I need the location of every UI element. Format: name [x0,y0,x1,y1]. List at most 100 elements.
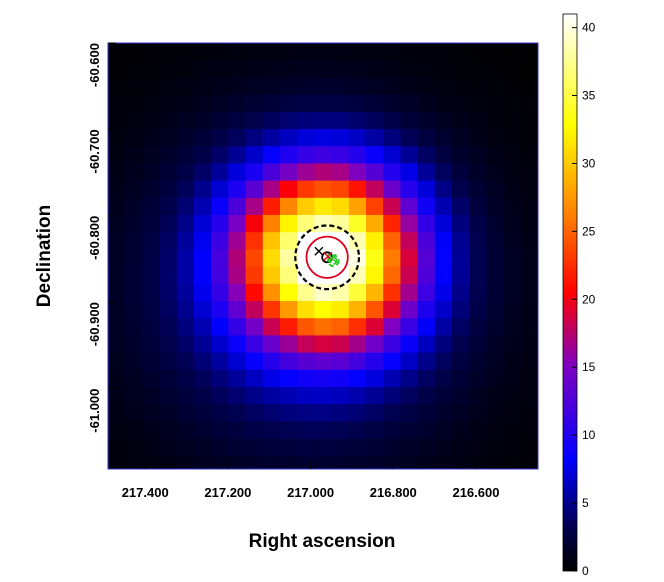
heatmap-cell [176,404,195,422]
heatmap-cell [366,43,384,61]
heatmap-cell [108,77,126,95]
heatmap-cell [108,215,126,233]
heatmap-cell [486,283,504,302]
heatmap-cell [228,111,246,130]
heatmap-cell [108,438,126,457]
heatmap-cell [503,129,522,147]
heatmap-cell [400,266,418,285]
heatmap-cell [520,249,538,267]
heatmap-cell [228,438,246,457]
heatmap-cell [262,352,281,371]
heatmap-cell [159,335,178,353]
heatmap-cell [400,249,418,267]
heatmap-cell [314,352,332,371]
heatmap-cell [469,232,487,250]
heatmap-cell [297,352,315,371]
heatmap-cell [262,146,281,164]
heatmap-cell [503,404,522,422]
heatmap-cell [262,111,281,130]
heatmap-cell [108,163,126,181]
colorbar-tick-label: 20 [582,292,596,306]
heatmap-cell [245,266,264,285]
region-circle [294,224,361,291]
heatmap-cell [434,180,453,199]
region-circle [305,235,349,279]
heatmap-cell [503,283,522,302]
heatmap-cell [297,387,315,405]
colorbar-tick-label: 30 [582,156,596,170]
heatmap-cell [245,404,264,422]
heatmap-cell [348,43,367,61]
heatmap-cell [125,352,143,371]
heatmap-cell [452,94,470,113]
heatmap-cell [125,77,143,95]
heatmap-cell [520,318,538,336]
heatmap-cell [434,43,453,61]
heatmap-cell [383,232,401,250]
heatmap-cell [366,163,384,181]
heatmap-cell [159,404,178,422]
heatmap-cell [228,421,246,439]
heatmap-cell [486,421,504,439]
heatmap-cell [245,352,264,371]
heatmap-cell [366,335,384,353]
heatmap-cell [228,283,246,302]
heatmap-cell [348,129,367,147]
heatmap-cell [520,60,538,78]
heatmap-cell [228,180,246,199]
heatmap-cell [366,146,384,164]
heatmap-cell [417,404,436,422]
heatmap-cell [245,43,264,61]
heatmap-cell [417,438,436,457]
heatmap-cell [125,197,143,216]
heatmap-cell [176,387,195,405]
heatmap-cell [108,369,126,388]
heatmap-cell [434,301,453,319]
heatmap-cell [417,301,436,319]
heatmap-cell [314,43,332,61]
heatmap-cell [366,404,384,422]
heatmap-cell [469,77,487,95]
heatmap-cell [469,94,487,113]
heatmap-cell [520,129,538,147]
heatmap-cell [366,266,384,285]
heatmap-cell [503,111,522,130]
heatmap-cell [520,146,538,164]
heatmap-cell [176,180,195,199]
heatmap-cell [108,111,126,130]
heatmap-cell [434,421,453,439]
heatmap-cell [176,215,195,233]
heatmap-cell [503,352,522,371]
heatmap-cell [400,77,418,95]
heatmap-cell [211,129,229,147]
heatmap-cell [383,111,401,130]
heatmap-cell [469,180,487,199]
heatmap-cell [486,77,504,95]
heatmap-cell [125,249,143,267]
heatmap-cell [211,197,229,216]
heatmap-cell [280,335,298,353]
heatmap-cell [262,77,281,95]
heatmap-cell [108,455,126,469]
heatmap-cell [125,404,143,422]
heatmap-cell [297,43,315,61]
heatmap-cell [400,129,418,147]
heatmap-cell [245,180,264,199]
heatmap-cell [417,146,436,164]
y-axis-ticks: -60.600 -60.700 -60.800 -60.900 -61.000 [87,42,116,433]
heatmap-cell [434,77,453,95]
heatmap-cell [125,43,143,61]
heatmap-cell [520,180,538,199]
heatmap-cell [297,438,315,457]
heatmap-cell [348,369,367,388]
heatmap-cell [400,146,418,164]
heatmap-cell [331,352,350,371]
heatmap-cell [503,249,522,267]
heatmap-cell [262,163,281,181]
y-tick-label: -60.600 [87,43,102,87]
heatmap-cell [434,283,453,302]
heatmap-cell [142,387,160,405]
heatmap-cell [520,404,538,422]
heatmap-cell [383,197,401,216]
heatmap-cell [108,232,126,250]
